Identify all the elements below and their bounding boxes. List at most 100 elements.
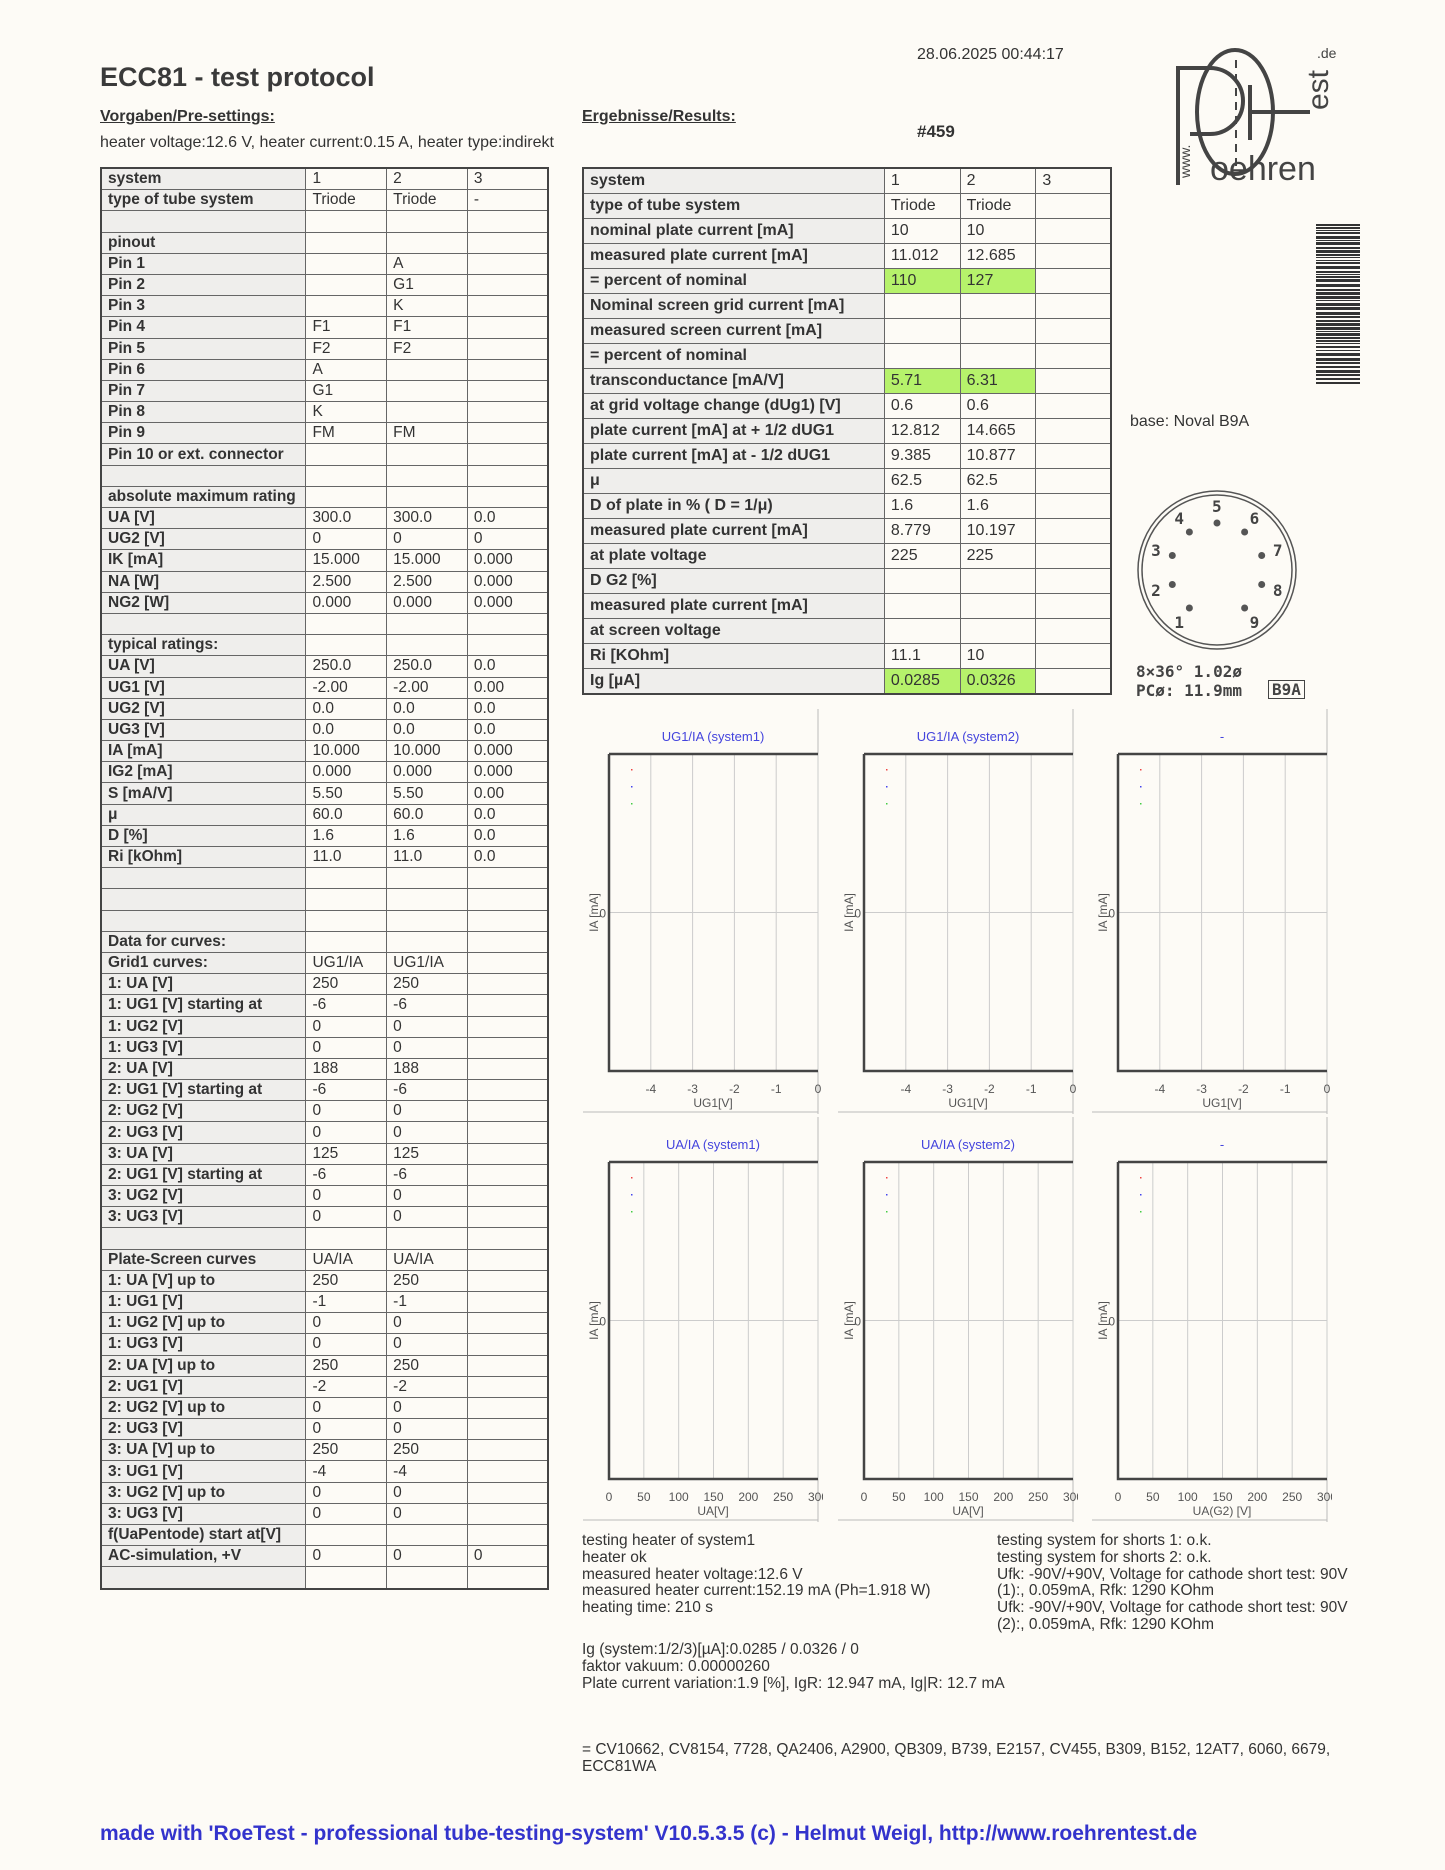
x-tick-label: 100 <box>924 1490 944 1504</box>
table-row: 2: UG2 [V] up to 0 0 <box>100 1396 549 1420</box>
barcode-bar <box>1316 254 1360 256</box>
cell-value: 127 <box>959 268 1037 294</box>
y-axis-label: IA [mA] <box>587 1301 601 1340</box>
table-row: 2: UA [V] 188 188 <box>100 1057 549 1081</box>
pin-number: 6 <box>1250 509 1260 528</box>
barcode-bar <box>1316 346 1360 348</box>
legend-marker <box>631 803 633 805</box>
note-line: Ufk: -90V/+90V, Voltage for cathode shor… <box>997 1599 1348 1617</box>
svg-text:.de: .de <box>1317 45 1337 61</box>
cell-value <box>386 231 468 254</box>
row-label: absolute maximum rating <box>100 485 307 509</box>
table-row: = percent of nominal 110 127 <box>582 268 1112 294</box>
svg-text:est: est <box>1302 69 1335 110</box>
table-row: AC-simulation, +V 0 0 0 <box>100 1545 549 1568</box>
cell-value: 0.000 <box>305 591 388 614</box>
cell-value: F2 <box>305 337 388 360</box>
cell-value: 250 <box>305 973 388 996</box>
chart-title: - <box>1220 729 1224 744</box>
cell-value <box>386 379 468 403</box>
row-label: 3: UG1 [V] <box>100 1460 307 1483</box>
x-tick-label: 300 <box>1063 1490 1078 1504</box>
cell-value: 0 <box>466 528 549 551</box>
pin-hole <box>1258 581 1266 589</box>
cell-value: 11.0 <box>386 845 468 869</box>
row-label: Pin 2 <box>100 273 307 297</box>
notes-lower: Ig (system:1/2/3)[µA]:0.0285 / 0.0326 / … <box>582 1641 1005 1692</box>
cell-value: 0.000 <box>466 761 549 784</box>
row-label: measured plate current [mA] <box>582 593 885 619</box>
legend-marker <box>886 769 888 771</box>
plot-axes <box>1116 1160 1327 1481</box>
cell-value: 11.012 <box>883 243 961 269</box>
cell-value <box>466 1312 549 1335</box>
cell-value <box>466 994 549 1017</box>
cell-value: 0.000 <box>386 761 468 784</box>
barcode-bar <box>1316 230 1360 231</box>
cell-value <box>466 464 549 487</box>
cell-value <box>466 316 549 339</box>
barcode-bar <box>1316 242 1360 245</box>
datetime: 28.06.2025 00:44:17 <box>917 46 1064 63</box>
table-row: UG2 [V] 0 0 0 <box>100 528 549 551</box>
x-axis-label: UG1[V] <box>1202 1096 1241 1110</box>
legend-marker <box>1140 786 1142 788</box>
cell-value <box>466 1418 549 1441</box>
row-label: 1: UA [V] <box>100 973 307 996</box>
cell-value: 0.00 <box>466 676 549 699</box>
row-label: UG2 [V] <box>100 697 307 720</box>
cell-value <box>466 1396 549 1420</box>
row-label: type of tube system <box>100 189 307 212</box>
cell-value <box>305 443 388 466</box>
cell-value <box>305 930 388 953</box>
cell-value: 0 <box>386 528 468 551</box>
row-label: plate current [mA] at - 1/2 dUG1 <box>582 443 885 469</box>
table-row: f(UaPentode) start at[V] <box>100 1523 549 1547</box>
cell-value: 250 <box>305 1269 388 1292</box>
x-tick-label: 250 <box>1028 1490 1048 1504</box>
cell-value <box>1035 443 1112 469</box>
y-axis-label: IA [mA] <box>587 893 601 932</box>
cell-value: 10 <box>883 218 961 244</box>
x-tick-label: -3 <box>1196 1082 1207 1096</box>
row-label: = percent of nominal <box>582 343 885 369</box>
cell-value: -2 <box>305 1375 388 1398</box>
cell-value <box>386 634 468 657</box>
cell-value: 8.779 <box>883 518 961 544</box>
barcode-bar <box>1316 279 1360 282</box>
cell-value: -6 <box>305 994 388 1017</box>
cell-value: 0 <box>386 1333 468 1356</box>
barcode-bar <box>1316 307 1360 310</box>
cell-value <box>466 1248 549 1271</box>
plot-axes <box>862 1160 1073 1481</box>
row-label: 2: UA [V] <box>100 1057 307 1081</box>
table-row: plate current [mA] at + 1/2 dUG1 12.812 14… <box>582 418 1112 444</box>
equivalents: = CV10662, CV8154, 7728, QA2406, A2900, … <box>582 1741 1331 1775</box>
barcode-bar <box>1316 366 1360 368</box>
pin-number: 7 <box>1273 541 1283 560</box>
cell-value <box>305 909 388 932</box>
x-tick-label: 50 <box>892 1490 906 1504</box>
cell-value: 0.0 <box>305 718 388 742</box>
table-row: at screen voltage <box>582 618 1112 644</box>
row-label: 2: UG3 [V] <box>100 1418 307 1441</box>
cell-value: 62.5 <box>883 468 961 494</box>
test-number: #459 <box>917 122 955 141</box>
cell-value <box>466 888 549 911</box>
legend-marker <box>631 1211 633 1213</box>
table-row: pinout <box>100 231 549 254</box>
legend-marker <box>886 1211 888 1213</box>
cell-value: 0.0 <box>466 697 549 720</box>
cell-value: UG1/IA <box>386 951 468 975</box>
base-spec-pc: PCø: 11.9mm <box>1136 681 1242 700</box>
cell-value: 110 <box>883 268 961 294</box>
cell-value: -2 <box>386 1375 468 1398</box>
x-axis-label: UA(G2) [V] <box>1193 1504 1252 1518</box>
table-row: 3: UG3 [V] 0 0 <box>100 1502 549 1526</box>
cell-value <box>466 358 549 381</box>
legend-marker <box>631 769 633 771</box>
table-row: 3: UG2 [V] up to 0 0 <box>100 1481 549 1504</box>
cell-value: 0 <box>386 1100 468 1123</box>
row-label: measured plate current [mA] <box>582 518 885 544</box>
row-label: Pin 7 <box>100 379 307 403</box>
